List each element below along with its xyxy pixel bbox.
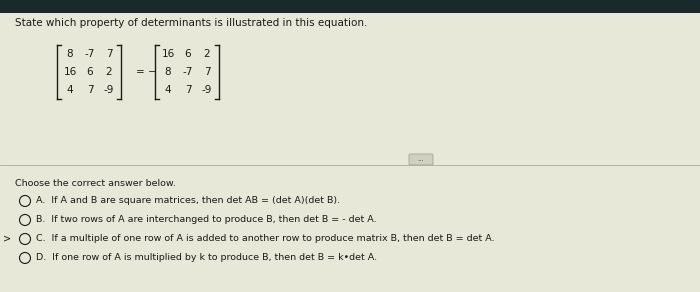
Text: State which property of determinants is illustrated in this equation.: State which property of determinants is …: [15, 18, 368, 28]
Text: 6: 6: [87, 67, 93, 77]
Text: 7: 7: [204, 67, 210, 77]
Text: Choose the correct answer below.: Choose the correct answer below.: [15, 179, 176, 188]
Text: B.  If two rows of A are interchanged to produce B, then det B = - det A.: B. If two rows of A are interchanged to …: [36, 215, 377, 225]
Text: 8: 8: [66, 49, 74, 59]
Text: 7: 7: [185, 85, 191, 95]
Text: 8: 8: [164, 67, 172, 77]
Text: C.  If a multiple of one row of A is added to another row to produce matrix B, t: C. If a multiple of one row of A is adde…: [36, 234, 495, 244]
Text: 16: 16: [162, 49, 174, 59]
Text: >: >: [3, 234, 11, 244]
Text: 7: 7: [106, 49, 112, 59]
Text: 16: 16: [64, 67, 76, 77]
Text: -7: -7: [85, 49, 95, 59]
Bar: [0, 0, 700, 13]
Text: 2: 2: [204, 49, 210, 59]
FancyBboxPatch shape: [409, 154, 433, 165]
Text: 7: 7: [87, 85, 93, 95]
Text: -7: -7: [183, 67, 193, 77]
Text: D.  If one row of A is multiplied by k to produce B, then det B = k•det A.: D. If one row of A is multiplied by k to…: [36, 253, 377, 263]
Text: 4: 4: [66, 85, 74, 95]
Text: -9: -9: [202, 85, 212, 95]
Text: ...: ...: [418, 157, 424, 162]
Text: 6: 6: [185, 49, 191, 59]
Text: -9: -9: [104, 85, 114, 95]
Text: 2: 2: [106, 67, 112, 77]
Text: = −: = −: [136, 67, 157, 77]
Text: A.  If A and B are square matrices, then det AB = (det A)(det B).: A. If A and B are square matrices, then …: [36, 197, 341, 206]
Text: 4: 4: [164, 85, 172, 95]
